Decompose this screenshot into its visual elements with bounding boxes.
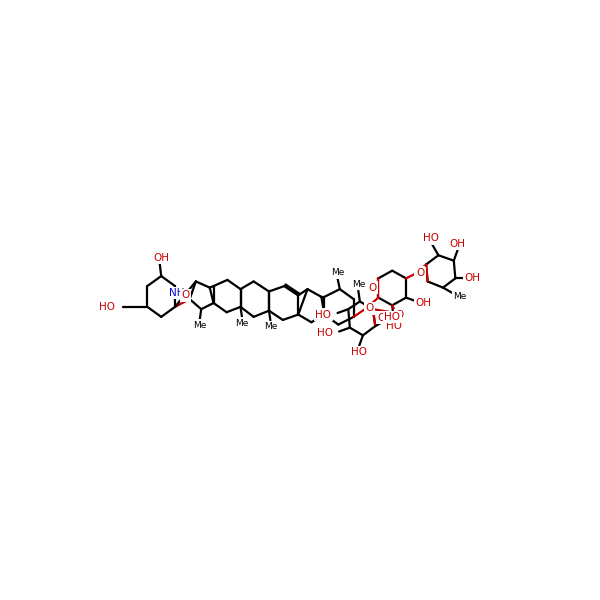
Text: O: O — [415, 267, 423, 277]
Text: HO: HO — [351, 347, 367, 357]
Text: O: O — [377, 313, 386, 323]
Text: NH: NH — [169, 288, 184, 298]
Text: HO: HO — [99, 302, 115, 312]
Text: O: O — [366, 304, 374, 313]
Text: HO: HO — [422, 233, 439, 244]
Text: Me: Me — [264, 322, 277, 331]
Text: O: O — [368, 283, 376, 293]
Text: Me: Me — [352, 280, 365, 289]
Text: OH: OH — [415, 298, 431, 308]
Text: OH: OH — [153, 253, 169, 263]
Text: HO: HO — [384, 312, 400, 322]
Text: Me: Me — [193, 321, 206, 330]
Text: Me: Me — [331, 268, 344, 277]
Text: O: O — [396, 310, 404, 320]
Text: O: O — [182, 290, 190, 300]
Text: HO: HO — [317, 328, 333, 338]
Text: Me: Me — [235, 319, 249, 328]
Text: O: O — [416, 268, 425, 278]
Text: Me: Me — [453, 292, 467, 301]
Text: HO: HO — [386, 321, 402, 331]
Text: OH: OH — [464, 274, 480, 283]
Text: OH: OH — [449, 239, 466, 249]
Text: HO: HO — [316, 310, 331, 320]
